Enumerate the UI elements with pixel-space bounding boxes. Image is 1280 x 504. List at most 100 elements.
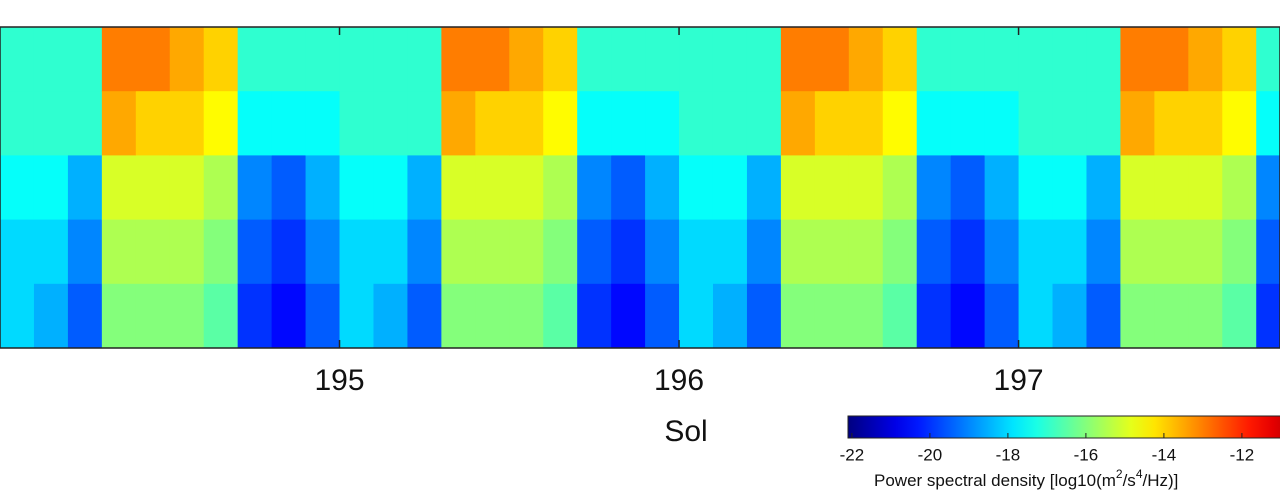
cell xyxy=(305,91,341,156)
cell xyxy=(882,219,918,285)
cell xyxy=(135,91,171,156)
cell xyxy=(746,27,782,92)
cell xyxy=(271,27,307,92)
cell xyxy=(373,155,408,221)
cell xyxy=(984,27,1020,92)
cell xyxy=(780,283,816,349)
cell xyxy=(1188,91,1223,156)
cell xyxy=(712,27,748,92)
cell xyxy=(679,91,714,156)
cell xyxy=(645,155,680,221)
cell xyxy=(1018,91,1054,156)
colorbar-label: Power spectral density [log10(m2/s4/Hz)] xyxy=(874,467,1178,490)
cell xyxy=(916,219,952,285)
cell xyxy=(1086,219,1121,285)
cell xyxy=(1120,155,1155,221)
x-axis-label: Sol xyxy=(664,415,707,448)
cell xyxy=(679,219,714,285)
cell xyxy=(509,91,544,156)
label-part: /s xyxy=(1123,471,1136,490)
cell xyxy=(33,155,69,221)
cell xyxy=(0,91,35,156)
cell xyxy=(509,27,544,92)
cell xyxy=(814,219,850,285)
colorbar-tick-label: -16 xyxy=(1074,445,1099,464)
cell xyxy=(203,27,239,92)
cell xyxy=(577,27,612,92)
cell xyxy=(373,283,408,349)
x-tick-label: 196 xyxy=(654,364,704,397)
cell xyxy=(509,283,544,349)
cell xyxy=(475,27,510,92)
cell xyxy=(746,91,782,156)
cell xyxy=(814,155,850,221)
cell xyxy=(441,219,476,285)
cell xyxy=(203,283,239,349)
cell xyxy=(67,219,103,285)
cell xyxy=(882,91,918,156)
cell xyxy=(475,219,510,285)
superscript: 2 xyxy=(1116,467,1123,481)
label-part: Power spectral density [log10(m xyxy=(874,471,1116,490)
cell xyxy=(1222,219,1257,285)
cell xyxy=(1052,27,1087,92)
cell xyxy=(611,155,646,221)
cell xyxy=(373,91,408,156)
cell xyxy=(373,27,408,92)
cell xyxy=(1188,155,1223,221)
plot-frame xyxy=(0,26,1280,349)
cell xyxy=(1052,283,1087,349)
cell xyxy=(203,155,239,221)
cell xyxy=(169,283,205,349)
cell xyxy=(712,219,748,285)
cell xyxy=(475,155,510,221)
cell xyxy=(373,219,408,285)
cell xyxy=(882,283,918,349)
cell xyxy=(1018,219,1054,285)
cell xyxy=(1086,27,1121,92)
cell xyxy=(33,219,69,285)
cell xyxy=(203,219,239,285)
cell xyxy=(237,219,273,285)
cell xyxy=(339,283,374,349)
cell xyxy=(101,219,137,285)
colorbar-tick-label: -14 xyxy=(1152,445,1177,464)
cell xyxy=(543,283,578,349)
cell xyxy=(543,155,578,221)
cell xyxy=(169,91,205,156)
spectrogram xyxy=(0,27,1280,349)
cell xyxy=(135,155,171,221)
cell xyxy=(1222,91,1257,156)
cell xyxy=(611,27,646,92)
cell xyxy=(101,27,137,92)
cell xyxy=(509,155,544,221)
cell xyxy=(1256,155,1280,221)
cell xyxy=(0,283,35,349)
cell xyxy=(1256,219,1280,285)
cell xyxy=(543,219,578,285)
cell xyxy=(441,91,476,156)
cell xyxy=(407,91,442,156)
cell xyxy=(305,283,341,349)
cell xyxy=(101,91,137,156)
cell xyxy=(577,219,612,285)
cell xyxy=(679,155,714,221)
cell xyxy=(848,219,884,285)
cell xyxy=(237,27,273,92)
cell xyxy=(984,155,1020,221)
cell xyxy=(950,283,986,349)
cell xyxy=(407,283,442,349)
cell xyxy=(135,283,171,349)
cell xyxy=(1154,155,1189,221)
cell xyxy=(441,155,476,221)
cell xyxy=(237,91,273,156)
cell xyxy=(1256,27,1280,92)
cell xyxy=(645,91,680,156)
cell xyxy=(0,27,35,92)
cell xyxy=(984,283,1020,349)
cell xyxy=(780,219,816,285)
label-part: /Hz)] xyxy=(1143,471,1179,490)
cell xyxy=(1086,155,1121,221)
cell xyxy=(950,91,986,156)
